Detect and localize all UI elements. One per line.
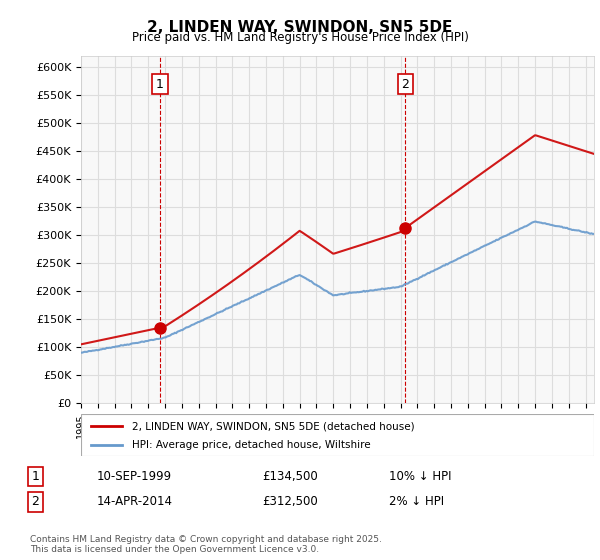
Text: 2, LINDEN WAY, SWINDON, SN5 5DE (detached house): 2, LINDEN WAY, SWINDON, SN5 5DE (detache… [133, 421, 415, 431]
Text: 10-SEP-1999: 10-SEP-1999 [96, 470, 172, 483]
Text: £312,500: £312,500 [262, 496, 317, 508]
Text: 1: 1 [156, 77, 164, 91]
Text: Price paid vs. HM Land Registry's House Price Index (HPI): Price paid vs. HM Land Registry's House … [131, 31, 469, 44]
Text: 2: 2 [32, 496, 40, 508]
Text: HPI: Average price, detached house, Wiltshire: HPI: Average price, detached house, Wilt… [133, 440, 371, 450]
Text: Contains HM Land Registry data © Crown copyright and database right 2025.
This d: Contains HM Land Registry data © Crown c… [30, 535, 382, 554]
Text: £134,500: £134,500 [262, 470, 317, 483]
Text: 2, LINDEN WAY, SWINDON, SN5 5DE: 2, LINDEN WAY, SWINDON, SN5 5DE [148, 20, 452, 35]
Text: 14-APR-2014: 14-APR-2014 [96, 496, 172, 508]
Text: 10% ↓ HPI: 10% ↓ HPI [389, 470, 451, 483]
Text: 1: 1 [32, 470, 40, 483]
FancyBboxPatch shape [81, 414, 594, 456]
Text: 2% ↓ HPI: 2% ↓ HPI [389, 496, 444, 508]
Text: 2: 2 [401, 77, 409, 91]
